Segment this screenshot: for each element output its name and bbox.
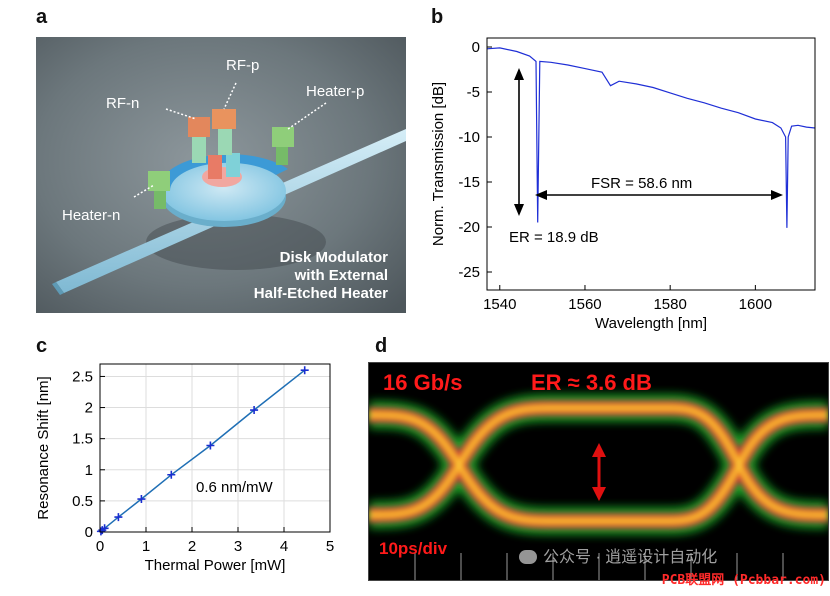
eye-diagram: 16 Gb/s ER ≈ 3.6 dB 10ps/div 公众号 · 逍遥设计自… (368, 362, 829, 581)
y-tick-label: 1.5 (72, 431, 93, 448)
transmission-chart: 1540 1560 1580 1600 0 -5 -10 -15 -20 -25 FSR = 58… (425, 28, 830, 338)
y-tick-label: -5 (467, 84, 480, 101)
data-rate-label: 16 Gb/s (383, 370, 463, 395)
watermark: 公众号 · 逍遥设计自动化 (519, 543, 717, 567)
x-tick-label: 0 (96, 538, 104, 555)
data-point-marker (300, 366, 309, 375)
label-rf-p: RF-p (226, 57, 260, 74)
data-point-marker (114, 513, 123, 522)
panel-label-b: b (431, 6, 444, 28)
fsr-arrow-head-right (771, 190, 783, 200)
timebase-label: 10ps/div (379, 539, 448, 558)
y-tick-label: 0 (472, 39, 480, 56)
y-tick-label: 0.5 (72, 493, 93, 510)
series-transmission (486, 47, 816, 228)
x-tick-label: 1600 (739, 296, 772, 313)
x-tick-label: 1 (142, 538, 150, 555)
label-heater-p: Heater-p (306, 83, 365, 100)
er-arrow-head-top (514, 68, 524, 80)
er-annotation: ER = 18.9 dB (509, 229, 599, 246)
y-tick-label: 2.5 (72, 368, 93, 385)
data-point-marker (167, 470, 176, 479)
device-caption: Disk Modulator with External Half-Etched… (254, 249, 388, 303)
y-tick-label: -10 (458, 129, 480, 146)
panel-label-d: d (375, 335, 388, 357)
scope-ticks (414, 553, 784, 580)
transmission-svg: 1540 1560 1580 1600 0 -5 -10 -15 -20 -25 FSR = 58… (430, 37, 816, 332)
caption-line-1: Disk Modulator (279, 249, 388, 266)
x-tick-label: 1560 (568, 296, 601, 313)
x-tick-label: 3 (234, 538, 242, 555)
thermal-tuning-chart: 0 1 2 3 4 5 0 0.5 1 1.5 2 2.5 0.6 nm/mW Thermal Pow… (30, 358, 350, 591)
y-tick-label: -25 (458, 264, 480, 281)
y-axis-label: Resonance Shift [nm] (35, 376, 52, 519)
y-tick-label: -20 (458, 219, 480, 236)
y-tick-label: 1 (85, 462, 93, 479)
caption-line-3: Half-Etched Heater (253, 285, 388, 302)
x-tick-label: 4 (280, 538, 288, 555)
site-watermark: PCB联盟网 (Pcbbar.com) (661, 573, 826, 588)
thermal-tuning-svg: 0 1 2 3 4 5 0 0.5 1 1.5 2 2.5 0.6 nm/mW Thermal Pow… (35, 363, 334, 574)
fsr-arrow-head-left (535, 190, 547, 200)
panel-label-c: c (36, 335, 48, 357)
plot-frame (486, 37, 816, 291)
y-tick-label: 0 (85, 524, 93, 541)
eye-er-arrow-top (592, 443, 606, 457)
eye-er-label: ER ≈ 3.6 dB (531, 370, 652, 395)
eye-diagram-svg (368, 395, 829, 580)
plot-frame (99, 363, 331, 533)
label-rf-n: RF-n (106, 95, 140, 112)
y-tick-label: 2 (85, 400, 93, 417)
device-render (36, 37, 406, 313)
x-axis-label: Wavelength [nm] (595, 315, 707, 332)
device-illustration: RF-p RF-n Heater-p Heater-n Disk Modulat… (36, 37, 406, 313)
slope-annotation: 0.6 nm/mW (196, 479, 274, 496)
y-axis-label: Norm. Transmission [dB] (430, 82, 447, 246)
label-heater-n: Heater-n (62, 207, 121, 224)
x-tick-label: 5 (326, 538, 334, 555)
fsr-annotation: FSR = 58.6 nm (591, 175, 692, 192)
er-arrow-head-bottom (514, 204, 524, 216)
data-point-marker (250, 406, 259, 415)
data-point-marker (137, 495, 146, 504)
x-tick-label: 2 (188, 538, 196, 555)
x-tick-label: 1580 (653, 296, 686, 313)
series-fit-line (100, 369, 306, 532)
panel-label-a: a (36, 6, 48, 28)
x-axis-label: Thermal Power [mW] (145, 557, 286, 574)
x-tick-label: 1540 (483, 296, 516, 313)
caption-line-2: with External (294, 267, 388, 284)
y-tick-label: -15 (458, 174, 480, 191)
watermark-text: 公众号 · 逍遥设计自动化 (543, 549, 718, 566)
data-point-marker (206, 441, 215, 450)
data-point-marker (100, 524, 109, 533)
wechat-icon (519, 550, 537, 564)
eye-er-arrow-bottom (592, 487, 606, 501)
